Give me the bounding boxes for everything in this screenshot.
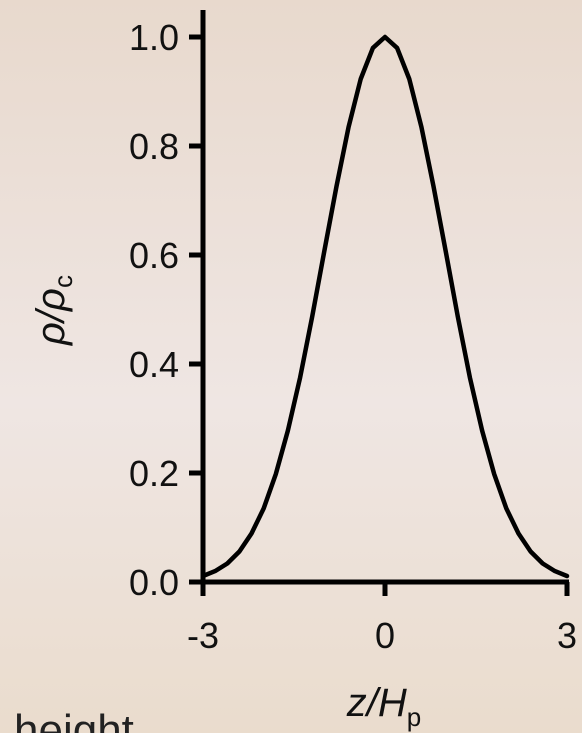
y-axis: 0.0 0.2 0.4 0.6 0.8 1.0 (129, 10, 206, 603)
density-curve (200, 34, 570, 579)
axis-titles: ρ/ρc z/Hp (29, 275, 421, 732)
y-tick-label: 0.2 (129, 453, 179, 494)
y-axis-title: ρ/ρc (29, 275, 78, 346)
x-tick-label: 3 (557, 615, 577, 656)
y-tick-label: 1.0 (129, 17, 179, 58)
y-tick-label: 0.8 (129, 126, 179, 167)
x-axis: -3 0 3 (187, 579, 577, 656)
y-tick-label: 0.6 (129, 235, 179, 276)
x-tick-label: -3 (187, 615, 219, 656)
series-group (200, 34, 570, 579)
x-tick-label: 0 (375, 615, 395, 656)
y-tick-label: 0.0 (129, 562, 179, 603)
x-axis-title: z/Hp (346, 681, 421, 732)
y-tick-label: 0.4 (129, 344, 179, 385)
caption-fragment: height (14, 706, 134, 733)
